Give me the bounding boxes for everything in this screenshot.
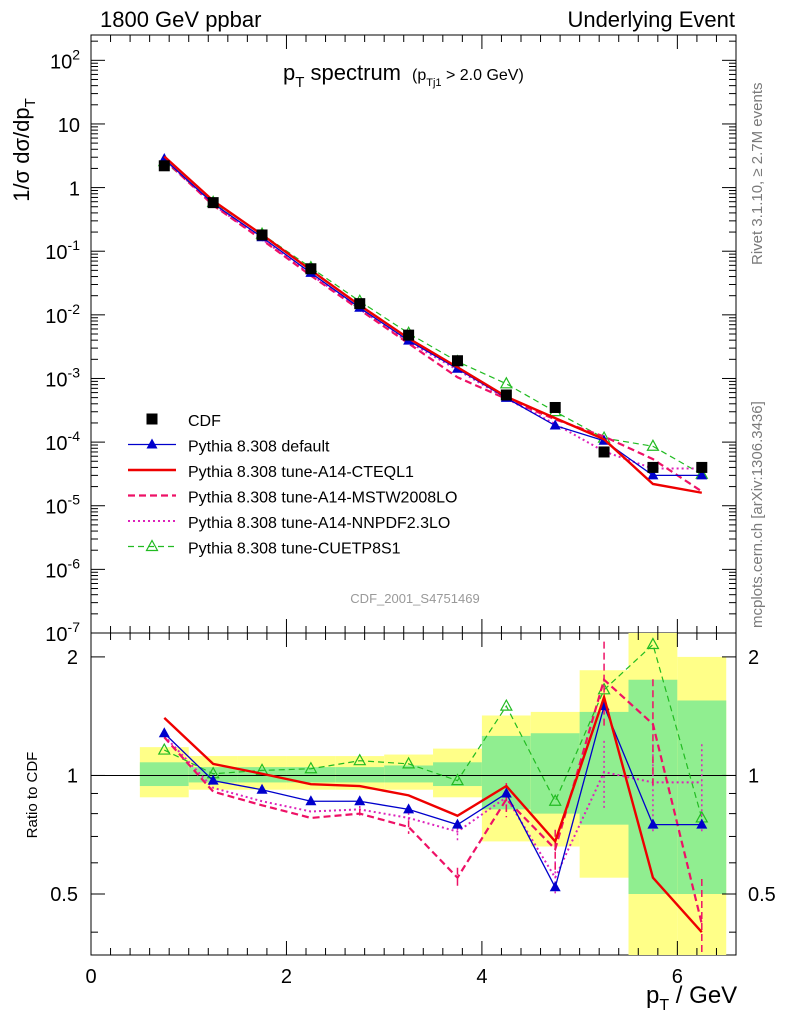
- ratio-point-default: [158, 727, 170, 738]
- x-tick-label: 0: [85, 966, 96, 988]
- x-tick-label: 2: [281, 966, 292, 988]
- ratio-tick-label: 0.5: [50, 884, 78, 906]
- ratio-line-a14mstw: [163, 677, 703, 925]
- y-axis-label-bottom: Ratio to CDF: [24, 752, 41, 839]
- series-line-default: [163, 158, 702, 477]
- series-line-a14nnpdf: [163, 158, 702, 470]
- band-inner: [530, 733, 580, 814]
- y-tick-label: 10-2: [45, 301, 80, 328]
- ratio-point-default: [403, 803, 415, 814]
- point-cdf: [549, 401, 561, 413]
- ratio-tick-label-right: 1: [748, 765, 759, 787]
- legend-label-a14cteq: Pythia 8.308 tune-A14-CTEQL1: [188, 464, 414, 481]
- header-left: 1800 GeV ppbar: [100, 7, 261, 32]
- point-cdf: [500, 389, 512, 401]
- legend-label-a14nnpdf: Pythia 8.308 tune-A14-NNPDF2.3LO: [188, 515, 450, 532]
- band-inner: [335, 767, 385, 783]
- y-tick-label: 1: [69, 179, 80, 201]
- legend: CDF Pythia 8.308 default Pythia 8.308 tune…: [128, 413, 457, 558]
- point-cuetp8s1: [499, 376, 513, 389]
- legend-label-cuetp8s1: Pythia 8.308 tune-CUETP8S1: [188, 541, 401, 558]
- point-cdf: [451, 355, 463, 367]
- ratio-point-default: [696, 818, 708, 829]
- band-inner: [139, 762, 189, 787]
- ratio-point-cuetp8s1: [450, 773, 464, 786]
- ratio-tick-label-right: 2: [748, 647, 759, 669]
- watermark: CDF_2001_S4751469: [350, 591, 479, 606]
- point-default: [647, 469, 659, 480]
- band-inner: [677, 700, 727, 894]
- point-cdf: [158, 160, 170, 172]
- ratio-series: [157, 637, 709, 955]
- point-cdf: [207, 197, 219, 209]
- legend-label-a14mstw: Pythia 8.308 tune-A14-MSTW2008LO: [188, 490, 457, 507]
- point-cuetp8s1: [646, 439, 660, 451]
- point-cdf: [647, 461, 659, 473]
- y-tick-label: 10-1: [45, 237, 80, 264]
- ratio-panel-frame: [90, 632, 737, 956]
- y-tick-label: 10-3: [45, 364, 80, 391]
- x-tick-label: 4: [476, 966, 487, 988]
- ratio-point-cuetp8s1: [646, 637, 660, 650]
- series-line-cuetp8s1: [163, 161, 703, 475]
- ratio-tick-label-right: 0.5: [748, 884, 776, 906]
- y-tick-label: 10-6: [45, 555, 80, 582]
- point-cdf: [256, 229, 268, 241]
- y-tick-label: 10-7: [45, 619, 80, 646]
- band-inner: [628, 679, 678, 894]
- ratio-point-cuetp8s1: [402, 756, 416, 769]
- ratio-point-cuetp8s1: [353, 753, 367, 766]
- series-line-a14cteq: [163, 155, 703, 494]
- x-axis-label: pT / GeV: [646, 982, 737, 1014]
- ratio-point-default: [256, 783, 268, 794]
- ratio-point-default: [451, 818, 463, 829]
- band-inner: [286, 767, 336, 783]
- header-right: Underlying Event: [567, 7, 735, 32]
- top-series: [157, 152, 709, 494]
- point-default: [696, 469, 708, 480]
- legend-marker-cuetp8s1: [145, 539, 159, 552]
- ratio-point-default: [500, 787, 512, 798]
- ratio-point-default: [647, 818, 659, 829]
- plot-title-cut: (pTj1 > 2.0 GeV): [412, 67, 524, 89]
- y-tick-label: 10: [58, 115, 80, 137]
- rivet-label: Rivet 3.1.10, ≥ 2.7M events: [749, 83, 766, 266]
- ratio-tick-label: 2: [67, 647, 78, 669]
- y-tick-label: 10-4: [45, 428, 80, 455]
- y-tick-label: 10-5: [45, 492, 80, 519]
- ratio-point-cuetp8s1: [499, 698, 513, 711]
- point-cdf: [598, 446, 610, 458]
- ratio-point-cuetp8s1: [304, 761, 318, 774]
- point-cdf: [403, 329, 415, 341]
- y-tick-label: 102: [50, 46, 80, 73]
- ratio-point-default: [207, 774, 219, 785]
- ratio-line-a14cteq: [163, 693, 703, 933]
- ratio-line-a14nnpdf: [163, 735, 702, 880]
- ratio-point-default: [354, 795, 366, 806]
- band-inner: [384, 765, 434, 783]
- point-cdf: [305, 263, 317, 275]
- plot-title: pT spectrum: [283, 60, 401, 91]
- ratio-point-cuetp8s1: [548, 794, 562, 806]
- ratio-point-default: [305, 795, 317, 806]
- mcplots-label: mcplots.cern.ch [arXiv:1306.3436]: [749, 401, 766, 628]
- legend-label-default: Pythia 8.308 default: [188, 439, 330, 456]
- x-tick-label: 6: [672, 966, 683, 988]
- ratio-tick-label: 1: [67, 765, 78, 787]
- point-cdf: [354, 298, 366, 310]
- legend-marker-cdf: [146, 413, 158, 425]
- axis-ticks: 0 2 4 6 102 10 1 10-1 10-2 10-3 10-4 10-5 10-6 10-7 0.…: [45, 35, 776, 988]
- ratio-bands: [91, 633, 736, 955]
- point-default: [549, 419, 561, 430]
- ratio-point-default: [549, 881, 561, 892]
- ratio-point-cuetp8s1: [157, 742, 171, 755]
- series-line-a14mstw: [163, 158, 703, 493]
- legend-label-cdf: CDF: [188, 413, 221, 430]
- legend-marker-default: [146, 438, 158, 449]
- point-cdf: [696, 461, 708, 473]
- y-axis-label-top: 1/σ dσ/dpT: [9, 98, 39, 202]
